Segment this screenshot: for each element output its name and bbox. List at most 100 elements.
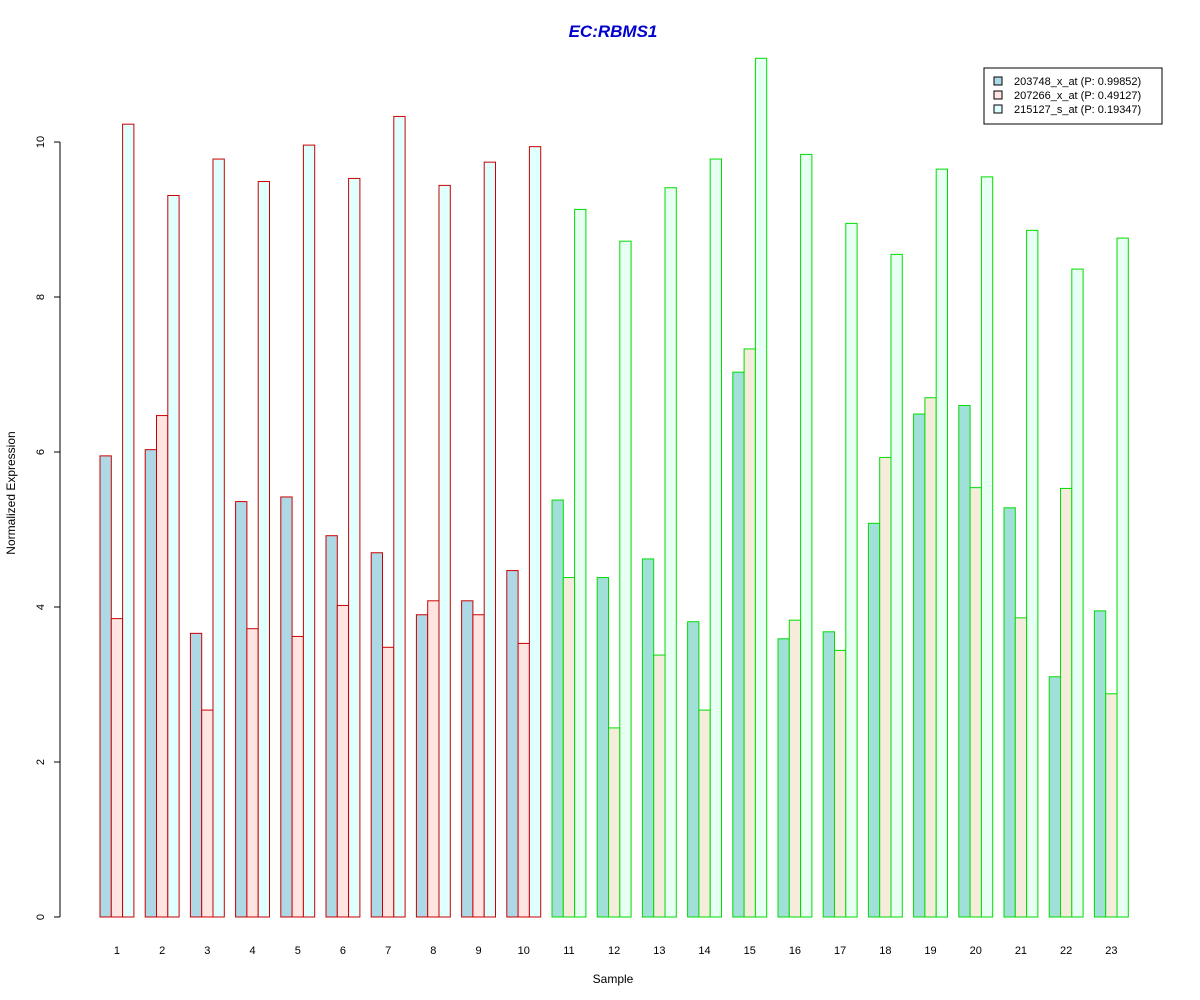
bar-sample-18-series-1 <box>867 522 881 918</box>
bar-sample-5-series-2 <box>291 635 304 918</box>
bar-sample-13-series-2 <box>653 654 666 918</box>
bar-sample-10-series-2 <box>517 642 530 918</box>
bar-sample-10-series-3 <box>528 146 542 918</box>
bar-sample-12-series-2 <box>608 727 621 918</box>
y-tick-label: 8 <box>35 294 47 300</box>
bar-sample-22-series-1 <box>1048 676 1061 918</box>
bar-sample-15-series-1 <box>732 371 745 918</box>
y-tick-label: 6 <box>35 449 47 455</box>
bar-sample-15-series-3 <box>754 57 768 918</box>
bar-sample-21-series-1 <box>1003 507 1016 918</box>
bar-sample-17-series-1 <box>822 631 836 918</box>
legend-entry: 207266_x_at (P: 0.49127) <box>1014 90 1141 102</box>
bar-sample-7-series-2 <box>382 646 395 918</box>
x-tick-label: 8 <box>430 945 436 957</box>
bar-sample-20-series-1 <box>958 405 971 918</box>
bar-sample-6-series-1 <box>325 535 338 918</box>
bar-sample-7-series-1 <box>370 552 384 918</box>
bar-sample-4-series-3 <box>257 181 271 918</box>
bar-sample-16-series-3 <box>800 153 813 918</box>
bar-sample-3-series-1 <box>189 632 203 918</box>
bar-sample-16-series-2 <box>788 619 802 918</box>
bar-sample-22-series-2 <box>1060 487 1073 918</box>
bar-sample-6-series-3 <box>348 177 361 918</box>
bar-sample-7-series-3 <box>393 115 406 918</box>
bar-sample-9-series-2 <box>472 614 485 918</box>
bar-sample-19-series-3 <box>935 168 949 918</box>
bar-sample-13-series-1 <box>641 558 655 918</box>
bar-sample-15-series-2 <box>743 348 756 918</box>
x-tick-label: 21 <box>1015 945 1027 957</box>
bar-sample-5-series-3 <box>302 144 316 918</box>
x-tick-label: 6 <box>340 945 346 957</box>
bars <box>99 57 1129 918</box>
legend-swatch <box>993 90 1003 100</box>
bar-sample-19-series-2 <box>924 397 937 918</box>
x-tick-label: 18 <box>879 945 891 957</box>
bar-sample-23-series-3 <box>1116 237 1129 918</box>
bar-sample-14-series-1 <box>687 621 700 918</box>
bar-sample-23-series-2 <box>1105 693 1118 918</box>
bar-sample-9-series-1 <box>461 600 474 918</box>
x-tick-label: 10 <box>518 945 530 957</box>
x-tick-label: 16 <box>789 945 801 957</box>
bar-sample-3-series-2 <box>201 709 214 918</box>
bar-sample-21-series-3 <box>1026 229 1039 918</box>
bar-sample-8-series-1 <box>415 614 429 918</box>
bar-sample-1-series-1 <box>99 455 112 918</box>
y-axis-label: Normalized Expression <box>4 431 18 554</box>
bar-sample-4-series-2 <box>246 628 259 918</box>
bar-sample-12-series-1 <box>596 577 610 918</box>
bar-sample-20-series-3 <box>980 176 994 918</box>
legend-entry: 203748_x_at (P: 0.99852) <box>1014 76 1141 88</box>
bar-sample-1-series-2 <box>110 618 124 918</box>
bar-sample-18-series-3 <box>890 253 903 918</box>
bar-sample-2-series-3 <box>167 194 180 918</box>
x-tick-label: 1 <box>114 945 120 957</box>
y-tick-label: 2 <box>35 759 47 765</box>
bar-sample-13-series-3 <box>664 187 677 918</box>
bar-sample-17-series-3 <box>845 222 858 918</box>
x-tick-label: 13 <box>653 945 665 957</box>
x-tick-label: 17 <box>834 945 846 957</box>
legend-entry: 215127_s_at (P: 0.19347) <box>1014 104 1141 116</box>
bar-sample-2-series-1 <box>144 449 157 918</box>
legend-swatch <box>993 104 1003 114</box>
bar-sample-10-series-1 <box>506 570 519 918</box>
bar-sample-1-series-3 <box>122 123 135 918</box>
x-tick-label: 19 <box>924 945 936 957</box>
legend: 203748_x_at (P: 0.99852) 207266_x_at (P: … <box>983 67 1163 125</box>
bar-sample-9-series-3 <box>483 161 497 918</box>
legend-box <box>983 67 1163 125</box>
x-tick-label: 4 <box>249 945 255 957</box>
x-tick-label: 15 <box>744 945 756 957</box>
x-tick-label: 7 <box>385 945 391 957</box>
bar-sample-14-series-2 <box>698 709 711 918</box>
bar-sample-8-series-2 <box>427 600 440 918</box>
bar-sample-14-series-3 <box>709 158 723 918</box>
bar-sample-11-series-3 <box>574 208 587 918</box>
bar-sample-20-series-2 <box>969 487 982 918</box>
legend-swatch <box>993 76 1003 86</box>
y-tick-label: 10 <box>35 136 47 148</box>
x-tick-label: 20 <box>970 945 982 957</box>
x-tick-label: 5 <box>295 945 301 957</box>
x-axis-label: Sample <box>593 972 634 986</box>
x-tick-label: 9 <box>475 945 481 957</box>
bar-sample-11-series-1 <box>551 499 564 918</box>
bar-sample-16-series-1 <box>777 638 790 918</box>
bar-sample-2-series-2 <box>156 415 169 918</box>
x-tick-labels: 1 2 3 4 5 6 7 8 9 10 11 12 13 14 15 16 17 18 19 20 21 22 23 <box>114 945 1118 957</box>
x-tick-label: 3 <box>204 945 210 957</box>
x-tick-label: 11 <box>563 945 574 957</box>
bar-sample-3-series-3 <box>212 158 225 918</box>
bar-sample-22-series-3 <box>1071 268 1084 918</box>
x-tick-label: 14 <box>698 945 710 957</box>
bar-sample-11-series-2 <box>562 577 576 918</box>
bar-sample-21-series-2 <box>1014 617 1028 918</box>
chart-title: EC:RBMS1 <box>569 22 658 41</box>
x-tick-label: 12 <box>608 945 620 957</box>
x-tick-label: 22 <box>1060 945 1072 957</box>
x-tick-label: 2 <box>159 945 165 957</box>
